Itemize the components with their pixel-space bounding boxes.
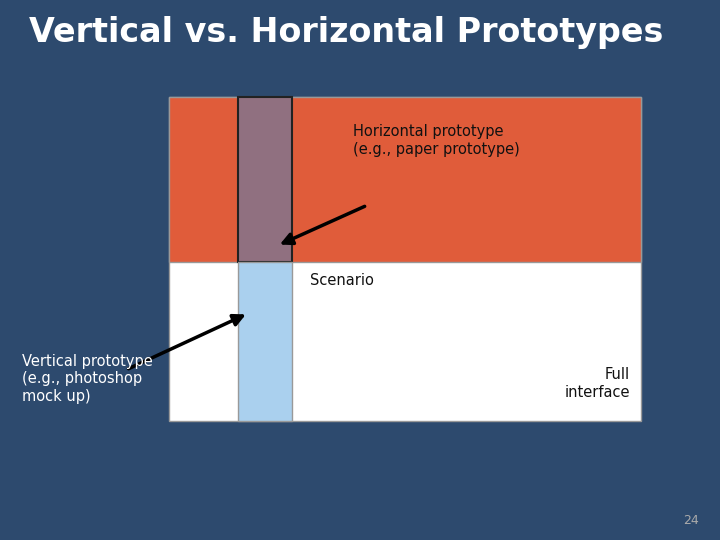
Text: 24: 24: [683, 514, 698, 526]
Bar: [169, 97, 641, 421]
Bar: [238, 262, 292, 421]
Bar: [238, 97, 292, 262]
Text: Scenario: Scenario: [310, 273, 374, 288]
Text: Vertical prototype
(e.g., photoshop
mock up): Vertical prototype (e.g., photoshop mock…: [22, 354, 153, 403]
Text: Horizontal prototype
(e.g., paper prototype): Horizontal prototype (e.g., paper protot…: [353, 124, 520, 157]
Text: Vertical vs. Horizontal Prototypes: Vertical vs. Horizontal Prototypes: [29, 16, 663, 49]
Text: Full
interface: Full interface: [564, 367, 630, 400]
Bar: [169, 97, 641, 262]
